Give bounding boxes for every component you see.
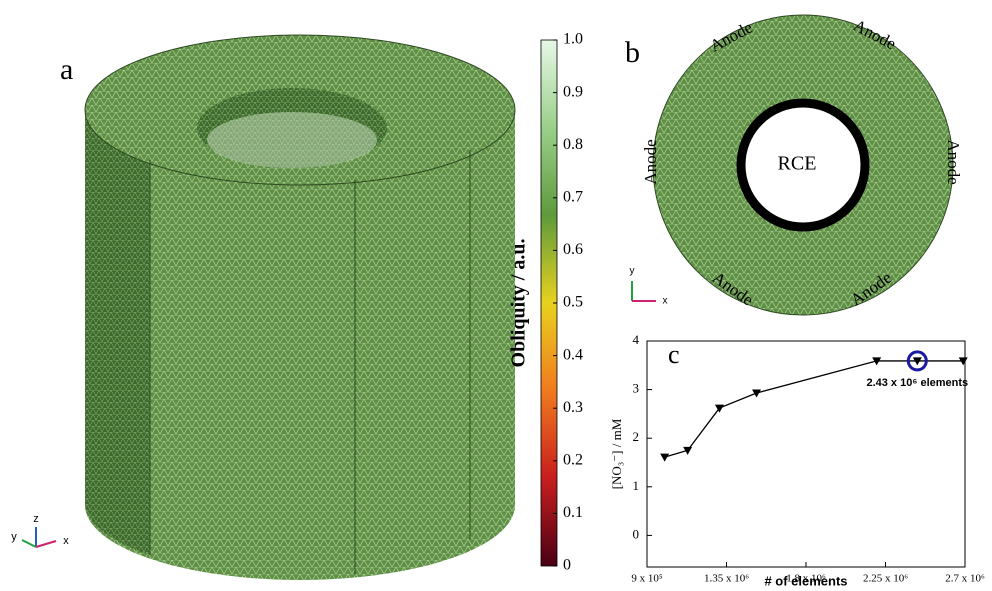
panel-label: c [668, 340, 680, 369]
axis-triad: y x [630, 266, 668, 307]
data-line [665, 361, 964, 457]
figure: a z x y b Anode Anode Anode Anode Anode … [0, 0, 992, 591]
panel-label: a [60, 53, 73, 86]
center-label: RCE [778, 153, 817, 175]
y-axis-label: [NO₃⁻] / mM [609, 418, 624, 489]
colorbar-label: Obliquity / a.u. [508, 239, 530, 368]
x-tick-label: 9 x 10⁵ [631, 573, 663, 585]
colorbar-tick-label: 0.2 [563, 451, 583, 468]
x-tick-label: 2.25 x 10⁶ [863, 573, 908, 585]
y-tick-label: 1 [633, 478, 640, 493]
colorbar-tick-label: 0 [563, 557, 571, 574]
y-tick-label: 0 [633, 526, 640, 541]
y-tick-label: 2 [633, 429, 640, 444]
axis-name: y [630, 266, 635, 277]
x-axis-label: # of elements [764, 573, 847, 588]
cylinder-mesh [85, 35, 515, 580]
data-marker [752, 390, 761, 398]
colorbar-tick-label: 1.0 [563, 31, 583, 48]
axis-name: y [11, 531, 17, 543]
annotation: 2.43 x 10⁶ elements [866, 377, 968, 389]
colorbar-tick-label: 0.4 [563, 346, 583, 363]
data-marker [660, 454, 669, 462]
panel-label: b [625, 36, 640, 69]
axis-name: x [63, 535, 69, 547]
colorbar-tick-label: 0.9 [563, 83, 583, 100]
colorbar-tick-label: 0.1 [563, 504, 583, 521]
x-tick-label: 2.7 x 10⁶ [945, 573, 985, 585]
colorbar-tick-label: 0.8 [563, 136, 583, 153]
anode-label: Anode [641, 139, 660, 184]
y-tick-label: 4 [633, 332, 640, 347]
colorbar-tick-label: 0.6 [563, 241, 583, 258]
axis-triad: z x y [11, 513, 69, 547]
colorbar-tick-label: 0.5 [563, 294, 583, 311]
x-tick-label: 1.35 x 10⁶ [704, 573, 749, 585]
y-tick-label: 3 [633, 381, 640, 396]
colorbar-tick-label: 0.3 [563, 399, 583, 416]
axis-name: x [663, 296, 668, 307]
plot-frame [647, 341, 965, 567]
axis-name: z [33, 513, 39, 525]
anode-label: Anode [944, 139, 963, 184]
colorbar-tick-label: 0.7 [563, 188, 583, 205]
